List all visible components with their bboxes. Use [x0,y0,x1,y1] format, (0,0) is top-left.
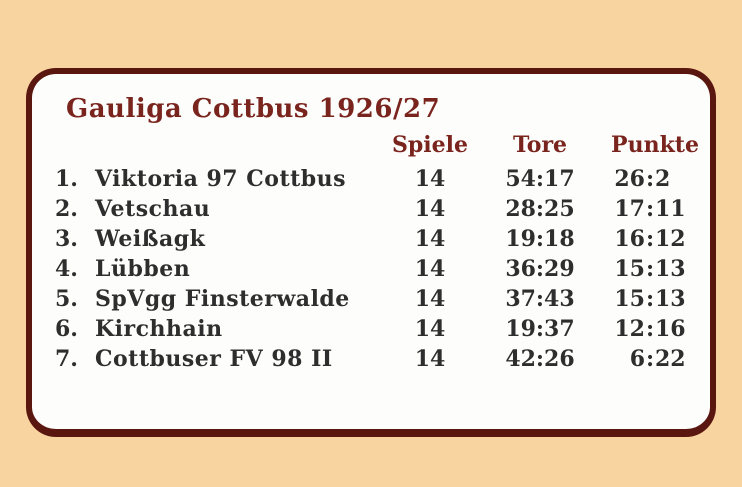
spiele-value: 14 [414,316,446,342]
header-spacer-rank [32,132,95,158]
punkte-value: 16:12 [600,224,710,254]
table-row: 4. Lübben 14 36:29 15:13 [32,254,710,284]
tore-value: 19:18 [505,226,575,252]
team-name: Cottbuser FV 98 II [95,346,333,372]
table-row: 6. Kirchhain 14 19:37 12:16 [32,314,710,344]
spiele-value: 14 [414,166,446,192]
punkte-left: 6 [629,346,645,372]
punkte-left: 26 [614,166,645,192]
spiele-value: 14 [414,286,446,312]
tore-value: 42:26 [505,346,575,372]
tore-value: 37:43 [505,286,575,312]
team-name: Kirchhain [95,316,223,342]
punkte-value: 26:2 [600,164,710,194]
punkte-value: 15:13 [600,254,710,284]
punkte-value: 12:16 [600,314,710,344]
punkte-value: 17:11 [600,194,710,224]
punkte-colon: : [645,286,655,312]
tore-value: 19:37 [505,316,575,342]
spiele-value: 14 [414,226,446,252]
punkte-left: 15 [614,286,645,312]
header-spacer-team [95,132,380,158]
punkte-colon: : [645,346,655,372]
punkte-right: 11 [655,196,686,222]
punkte-left: 12 [614,316,645,342]
page-title: Gauliga Cottbus 1926/27 [66,94,441,124]
punkte-value: 6:22 [600,344,710,374]
team-name: Viktoria 97 Cottbus [95,166,347,192]
punkte-right: 13 [655,256,686,282]
punkte-colon: : [645,316,655,342]
rank-cell: 7. [55,346,78,372]
tore-value: 54:17 [505,166,575,192]
table-header-row: Spiele Tore Punkte [32,132,710,158]
team-name: Weißagk [95,226,206,252]
rank-cell: 6. [55,316,78,342]
rank-cell: 5. [55,286,78,312]
punkte-left: 15 [614,256,645,282]
table-row: 7. Cottbuser FV 98 II 14 42:26 6:22 [32,344,710,374]
table-row: 1. Viktoria 97 Cottbus 14 54:17 26:2 [32,164,710,194]
team-name: Vetschau [95,196,211,222]
table-row: 3. Weißagk 14 19:18 16:12 [32,224,710,254]
rank-cell: 4. [55,256,78,282]
punkte-colon: : [645,226,655,252]
table-body: 1. Viktoria 97 Cottbus 14 54:17 26:2 2. … [32,164,710,374]
standings-card: Gauliga Cottbus 1926/27 Spiele Tore Punk… [26,68,716,437]
tore-value: 36:29 [505,256,575,282]
spiele-value: 14 [414,196,446,222]
rank-cell: 1. [55,166,78,192]
tore-value: 28:25 [505,196,575,222]
header-tore: Tore [512,132,568,158]
punkte-right: 2 [655,166,671,192]
header-punkte: Punkte [611,132,699,158]
punkte-right: 13 [655,286,686,312]
header-spiele: Spiele [392,132,468,158]
rank-cell: 2. [55,196,78,222]
punkte-right: 12 [655,226,686,252]
punkte-right: 16 [655,316,686,342]
punkte-left: 17 [614,196,645,222]
standings-card-inner: Gauliga Cottbus 1926/27 Spiele Tore Punk… [32,74,710,429]
punkte-colon: : [645,256,655,282]
punkte-left: 16 [614,226,645,252]
table-row: 2. Vetschau 14 28:25 17:11 [32,194,710,224]
table-row: 5. SpVgg Finsterwalde 14 37:43 15:13 [32,284,710,314]
punkte-colon: : [645,166,655,192]
punkte-colon: : [645,196,655,222]
punkte-value: 15:13 [600,284,710,314]
team-name: Lübben [95,256,191,282]
punkte-right: 22 [655,346,686,372]
rank-cell: 3. [55,226,78,252]
team-name: SpVgg Finsterwalde [95,286,350,312]
spiele-value: 14 [414,346,446,372]
spiele-value: 14 [414,256,446,282]
